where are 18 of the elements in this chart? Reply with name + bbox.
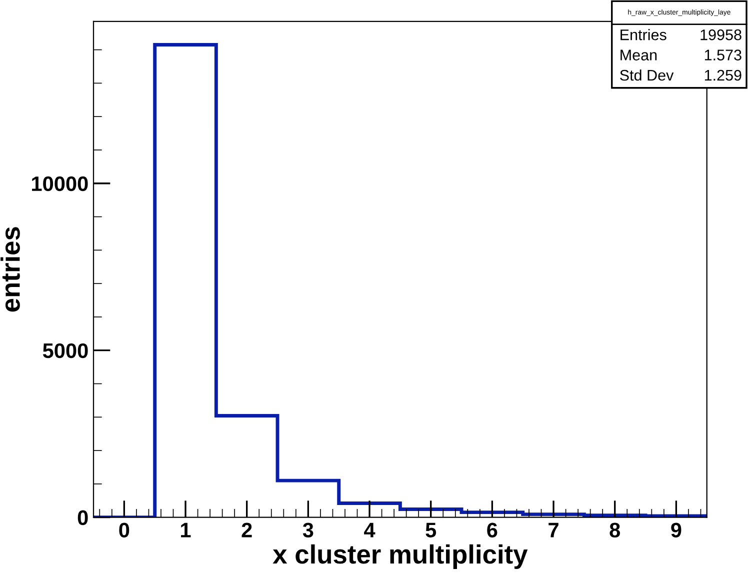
x-tick-label: 5 bbox=[426, 522, 436, 538]
y-tick-label: 5000 bbox=[42, 343, 88, 358]
y-axis-title: entries bbox=[0, 227, 20, 312]
x-tick-label: 0 bbox=[119, 522, 130, 538]
x-tick-label: 7 bbox=[548, 522, 558, 538]
text: Std Dev 1.259 bbox=[620, 69, 742, 81]
x-tick-label: 6 bbox=[487, 522, 498, 538]
x-axis-title: x cluster multiplicity bbox=[272, 544, 528, 569]
y-tick-label: 0 bbox=[78, 510, 88, 526]
x-tick-label: 9 bbox=[671, 522, 682, 538]
x-tick-label: 4 bbox=[364, 522, 376, 538]
x-tick-label: 1 bbox=[181, 522, 191, 538]
text: Entries 19958 bbox=[620, 29, 742, 40]
x-tick-label: 3 bbox=[302, 522, 314, 538]
text: Mean 1.573 bbox=[620, 50, 742, 60]
x-tick-label: 2 bbox=[242, 522, 252, 538]
x-tick-label: 8 bbox=[610, 522, 620, 538]
y-tick-label: 10000 bbox=[32, 176, 88, 192]
